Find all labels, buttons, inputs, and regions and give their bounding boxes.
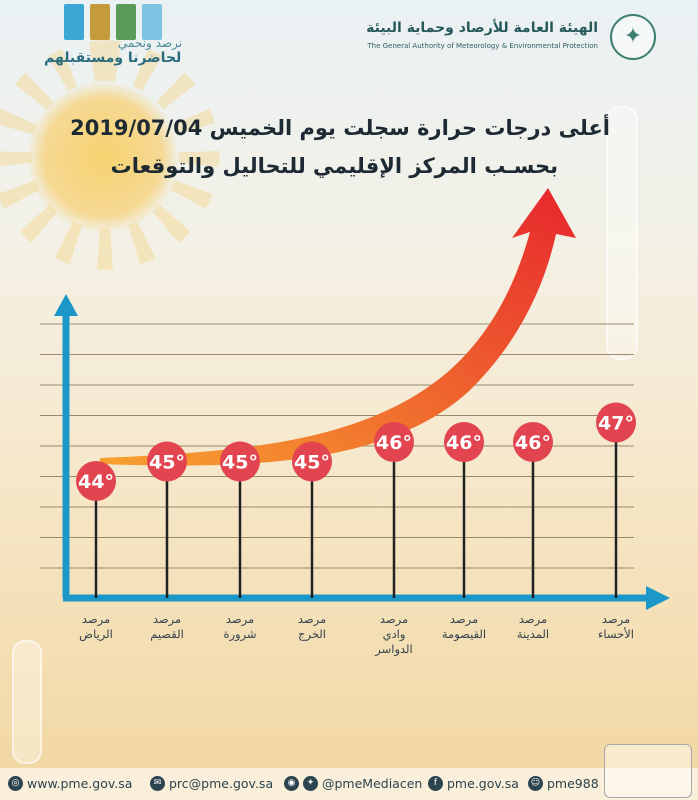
center-stamp-logo (604, 744, 692, 798)
temperature-value-label: 46° (376, 432, 412, 454)
logo-tile-plant (116, 4, 136, 40)
twitter-icon: ✦ (303, 776, 318, 791)
footer-snapchat[interactable]: ☺ pme988 (528, 776, 599, 791)
station-label: مرصد وادي الدواسر (354, 612, 434, 657)
temperature-value-label: 45° (294, 452, 330, 474)
temperature-marker (374, 422, 414, 462)
logo-tile-sand (90, 4, 110, 40)
facebook-text: pme.gov.sa (447, 776, 519, 791)
social-handle-text: @pmeMediacen (322, 776, 423, 791)
logo-tile-air (142, 4, 162, 40)
slogan-line2: لحاضرنا ومستقبلهم (44, 50, 182, 66)
station-label-line: القصيم (150, 627, 184, 641)
footer-social[interactable]: ◉ ✦ @pmeMediacen (284, 776, 422, 791)
palm-emblem-icon: ✦ (610, 14, 656, 60)
station-label-line: مرصد (449, 612, 479, 626)
station-label: مرصد شرورة (200, 612, 280, 642)
station-label: مرصد القصيم (127, 612, 207, 642)
footer-email[interactable]: ✉ prc@pme.gov.sa (150, 776, 273, 791)
instagram-icon: ◉ (284, 776, 299, 791)
station-label-line: مرصد (518, 612, 548, 626)
temperature-value-label: 47° (598, 413, 634, 435)
temperature-value-label: 44° (78, 471, 114, 493)
footer-facebook[interactable]: f pme.gov.sa (428, 776, 519, 791)
temperature-marker (76, 461, 116, 501)
website-text: www.pme.gov.sa (27, 776, 133, 791)
station-label: مرصد القيصومة (424, 612, 504, 642)
chart-title-line1: أعلى درجات حرارة سجلت يوم الخميس 2019/07… (70, 116, 610, 140)
y-axis-arrowhead (54, 294, 78, 316)
temperature-value-label: 46° (446, 432, 482, 454)
thermometer-decoration-small (12, 640, 42, 764)
station-label-line: المدينة (516, 627, 550, 641)
slogan-line1: نرصد ونحمي (118, 36, 183, 50)
trend-arrow (100, 188, 576, 466)
station-label-line: مرصد (601, 612, 631, 626)
logo-tile-water (64, 4, 84, 40)
thermometer-decoration (606, 106, 638, 360)
station-label: مرصد الخرج (272, 612, 352, 642)
station-label-line: مرصد (225, 612, 255, 626)
station-label-line: شرورة (223, 627, 257, 641)
station-label-line: الخرج (298, 627, 326, 641)
station-label: مرصد المدينة (493, 612, 573, 642)
station-label-line: وادي (382, 627, 406, 641)
chart-title-line2: بحسـب المركز الإقليمي للتحاليل والتوقعات (110, 154, 558, 178)
temperature-value-label: 45° (149, 452, 185, 474)
snapchat-text: pme988 (547, 776, 599, 791)
temperature-value-label: 45° (222, 452, 258, 474)
station-label-line: مرصد (379, 612, 409, 626)
station-label-line: الدواسر (375, 642, 413, 656)
temperature-marker (513, 422, 553, 462)
snapchat-icon: ☺ (528, 776, 543, 791)
temperature-marker (596, 402, 636, 443)
authority-name-english: The General Authority of Meteorology & E… (367, 42, 598, 50)
temperature-marker (444, 422, 484, 462)
station-label-line: مرصد (152, 612, 182, 626)
facebook-icon: f (428, 776, 443, 791)
x-axis-arrowhead (646, 586, 670, 610)
station-label: مرصد الرياض (56, 612, 136, 642)
station-label-line: الأحساء (597, 627, 635, 641)
temperature-marker (147, 441, 187, 482)
globe-icon: ◎ (8, 776, 23, 791)
footer-website[interactable]: ◎ www.pme.gov.sa (8, 776, 132, 791)
footer-bar: ◎ www.pme.gov.sa ✉ prc@pme.gov.sa ◉ ✦ @p… (0, 768, 698, 800)
temperature-marker (220, 441, 260, 482)
station-label: مرصد الأحساء (576, 612, 656, 642)
temperature-marker (292, 441, 332, 482)
email-text: prc@pme.gov.sa (169, 776, 274, 791)
temperature-value-label: 46° (515, 432, 551, 454)
station-label-line: الرياض (79, 627, 113, 641)
authority-name-arabic: الهيئة العامة للأرصاد وحماية البيئة (366, 20, 598, 36)
sun-decoration (28, 82, 178, 232)
envelope-icon: ✉ (150, 776, 165, 791)
station-label-line: القيصومة (441, 627, 487, 641)
slogan-logo (64, 4, 162, 40)
station-label-line: مرصد (297, 612, 327, 626)
station-label-line: مرصد (81, 612, 111, 626)
